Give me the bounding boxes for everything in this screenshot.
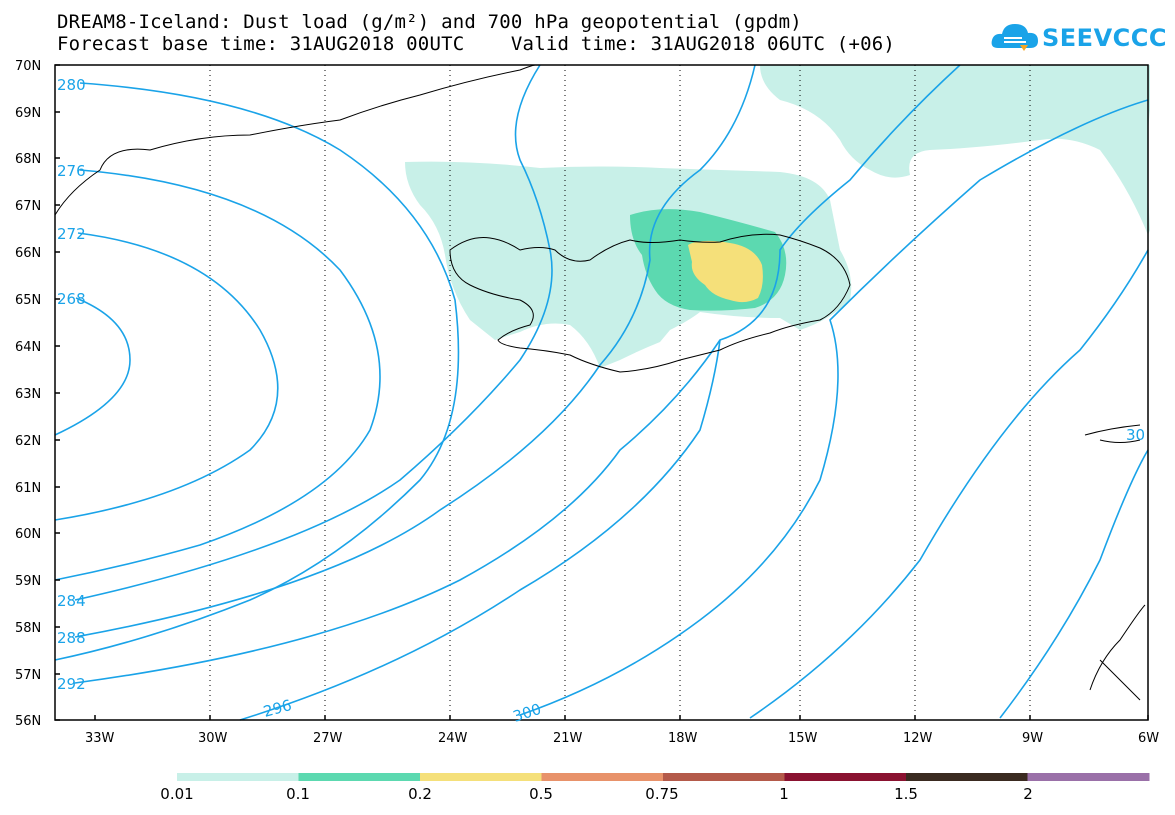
colorbar-swatch [784, 773, 907, 781]
contour-label: 272 [57, 225, 86, 243]
colorbar-label: 0.01 [160, 785, 194, 803]
lat-label: 67N [15, 199, 41, 214]
colorbar-swatch [906, 773, 1028, 781]
lat-label: 60N [15, 527, 41, 542]
lon-label: 9W [1022, 731, 1043, 746]
colorbar-swatch [298, 773, 421, 781]
lat-label: 70N [15, 59, 41, 74]
map-frame [54, 64, 1149, 721]
contour-label: 276 [57, 162, 86, 180]
lon-label: 6W [1138, 731, 1159, 746]
lat-label: 62N [15, 434, 41, 449]
contour-label: 268 [57, 290, 86, 308]
contour-label: 296 [261, 696, 293, 721]
lon-label: 33W [85, 731, 115, 746]
colorbar-swatch [177, 773, 299, 781]
colorbar-label: 2 [1023, 785, 1033, 803]
logo-text: SEEVCCC [1042, 24, 1167, 52]
contour-label: 300 [511, 700, 544, 726]
colorbar-swatch [663, 773, 785, 781]
lon-label: 15W [788, 731, 818, 746]
cloud-icon [991, 24, 1038, 51]
lon-label: 24W [438, 731, 468, 746]
lon-label: 21W [553, 731, 583, 746]
lat-label: 69N [15, 106, 41, 121]
longitude-labels: 33W 30W 27W 24W 21W 18W 15W 12W 9W 6W [85, 731, 1159, 746]
contour-label: 284 [57, 592, 86, 610]
contour-label: 288 [57, 629, 86, 647]
colorbar-swatch [420, 773, 542, 781]
lon-label: 12W [903, 731, 933, 746]
colorbar-label: 0.2 [408, 785, 432, 803]
graticule [209, 65, 1031, 720]
contour-label: 30 [1126, 426, 1145, 444]
colorbar-swatch [541, 773, 664, 781]
colorbar-label: 0.75 [645, 785, 679, 803]
lat-label: 64N [15, 340, 41, 355]
lat-label: 66N [15, 246, 41, 261]
coastlines [54, 64, 1146, 701]
contour-label: 292 [57, 675, 86, 693]
colorbar-label: 0.1 [286, 785, 310, 803]
lon-label: 18W [668, 731, 698, 746]
lat-label: 61N [15, 481, 41, 496]
colorbar [177, 773, 1150, 781]
lon-label: 30W [198, 731, 228, 746]
lat-label: 57N [15, 668, 41, 683]
colorbar-label: 0.5 [529, 785, 553, 803]
lon-label: 27W [313, 731, 343, 746]
seevccc-logo: SEEVCCC [990, 18, 1167, 58]
lat-label: 65N [15, 293, 41, 308]
lat-label: 63N [15, 387, 41, 402]
lat-label: 59N [15, 574, 41, 589]
geopotential-contours [54, 64, 1149, 721]
dust-field [405, 65, 1150, 368]
map-title: DREAM8-Iceland: Dust load (g/m²) and 700… [57, 11, 802, 33]
latitude-labels: 70N 69N 68N 67N 66N 65N 64N 63N 62N 61N … [15, 59, 41, 729]
map-subtitle: Forecast base time: 31AUG2018 00UTC Vali… [57, 33, 896, 55]
colorbar-label: 1.5 [894, 785, 918, 803]
contour-label: 280 [57, 76, 86, 94]
axis-ticks [55, 64, 1149, 721]
colorbar-swatch [1027, 773, 1150, 781]
lat-label: 56N [15, 714, 41, 729]
lat-label: 68N [15, 152, 41, 167]
colorbar-label: 1 [779, 785, 789, 803]
lat-label: 58N [15, 621, 41, 636]
